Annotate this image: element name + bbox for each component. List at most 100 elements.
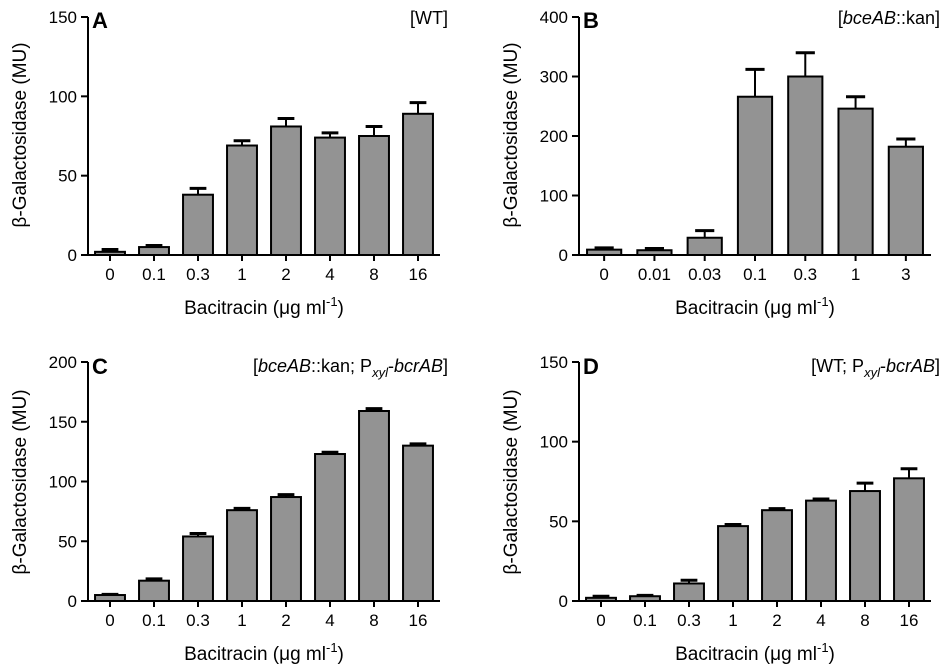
y-tick-label: 150 [49,8,77,27]
bar [138,246,170,256]
bar [787,75,824,256]
panel-b-y-axis-label: β-Galactosidase (MU) [501,42,522,227]
panel-d-x-ticks: 0 0.1 0.3 1 2 4 8 16 [596,601,918,630]
x-tick-label: 8 [369,265,378,284]
y-tick-label: 300 [540,68,568,87]
panel-a-y-axis-label: β-Galactosidase (MU) [10,42,31,227]
panel-c-x-ticks: 0 0.1 0.3 1 2 4 8 16 [105,601,427,630]
bar [673,582,705,602]
panel-d-letter: D [583,354,599,379]
x-tick-label: 0.03 [688,265,721,284]
panel-c-y-ticks: 0 50 100 150 200 [49,353,88,611]
panel-c-x-axis-label: Bacitracin (μg ml-1) [184,640,344,665]
x-tick-label: 8 [369,611,378,630]
x-tick-label: 4 [325,265,334,284]
panel-b: 0 0.01 0.03 0.1 0.3 1 3 0 100 200 300 400 B [bceAB… [501,8,940,319]
bar [629,595,661,602]
bar [226,144,258,257]
bar [94,250,126,256]
bar [138,579,170,602]
panel-a-x-axis-label: Bacitracin (μg ml-1) [184,294,344,319]
panel-a-letter: A [92,8,108,33]
x-tick-label: 16 [409,265,428,284]
x-tick-label: 0 [596,611,605,630]
y-tick-label: 100 [540,187,568,206]
bar [402,444,434,602]
x-tick-label: 0.1 [142,265,166,284]
bar [586,248,623,257]
bar [226,509,258,602]
x-tick-label: 3 [901,265,910,284]
panel-c-y-axis-label: β-Galactosidase (MU) [10,389,31,574]
x-tick-label: 0.3 [186,611,210,630]
bar [887,145,924,257]
x-tick-label: 16 [900,611,919,630]
x-tick-label: 1 [237,265,246,284]
panel-c-bars [94,407,434,603]
panel-d-bars [585,467,925,603]
bar [837,107,874,256]
x-tick-label: 4 [816,611,825,630]
y-tick-label: 400 [540,8,568,27]
panel-b-letter: B [583,8,599,33]
panel-a-bars [94,101,434,257]
bar [585,596,617,603]
x-tick-label: 8 [860,611,869,630]
x-tick-label: 0.1 [743,265,767,284]
bar [636,249,673,257]
y-tick-label: 50 [549,512,568,531]
bar [358,409,390,602]
y-tick-label: 150 [540,353,568,372]
panel-d-y-axis-label: β-Galactosidase (MU) [501,389,522,574]
bar [761,509,793,602]
y-tick-label: 100 [49,473,77,492]
bar [182,193,214,256]
x-tick-label: 1 [851,265,860,284]
bar [402,112,434,256]
y-tick-label: 0 [559,592,568,611]
panel-a: 0 0.1 0.3 1 2 4 8 16 0 50 100 150 A [WT] β-Galacto… [10,8,448,319]
panel-a-condition-label: [WT] [410,8,448,28]
x-tick-label: 2 [281,611,290,630]
y-tick-label: 200 [49,353,77,372]
x-tick-label: 0.3 [186,265,210,284]
y-tick-label: 50 [58,167,77,186]
x-tick-label: 16 [409,611,428,630]
panel-b-y-ticks: 0 100 200 300 400 [540,8,579,265]
y-tick-label: 100 [540,433,568,452]
bar [270,496,302,602]
y-tick-label: 0 [68,592,77,611]
bar [686,236,723,256]
panel-d-x-axis-label: Bacitracin (μg ml-1) [675,640,835,665]
x-tick-label: 0 [105,265,114,284]
bar [893,477,925,602]
y-tick-label: 50 [58,532,77,551]
panel-d-condition-label: [WT; Pxyl-bcrAB] [811,356,940,380]
x-tick-label: 0 [599,265,608,284]
x-tick-label: 2 [772,611,781,630]
bar [314,136,346,256]
x-tick-label: 1 [728,611,737,630]
y-tick-label: 150 [49,413,77,432]
x-tick-label: 0.3 [793,265,817,284]
y-tick-label: 0 [68,246,77,265]
bar [270,125,302,257]
panel-d-y-ticks: 0 50 100 150 [540,353,579,611]
x-tick-label: 4 [325,611,334,630]
panel-a-y-ticks: 0 50 100 150 [49,8,88,265]
x-tick-label: 0.1 [142,611,166,630]
bar [182,535,214,602]
x-tick-label: 0.3 [677,611,701,630]
panel-c-letter: C [92,354,108,379]
panel-c-condition-label: [bceAB::kan; Pxyl-bcrAB] [253,356,448,380]
panel-b-bars [586,51,924,257]
y-tick-label: 200 [540,127,568,146]
panel-a-x-ticks: 0 0.1 0.3 1 2 4 8 16 [105,255,427,284]
bar [314,453,346,603]
x-tick-label: 0 [105,611,114,630]
bar [717,525,749,603]
y-tick-label: 100 [49,87,77,106]
bar [358,135,390,256]
